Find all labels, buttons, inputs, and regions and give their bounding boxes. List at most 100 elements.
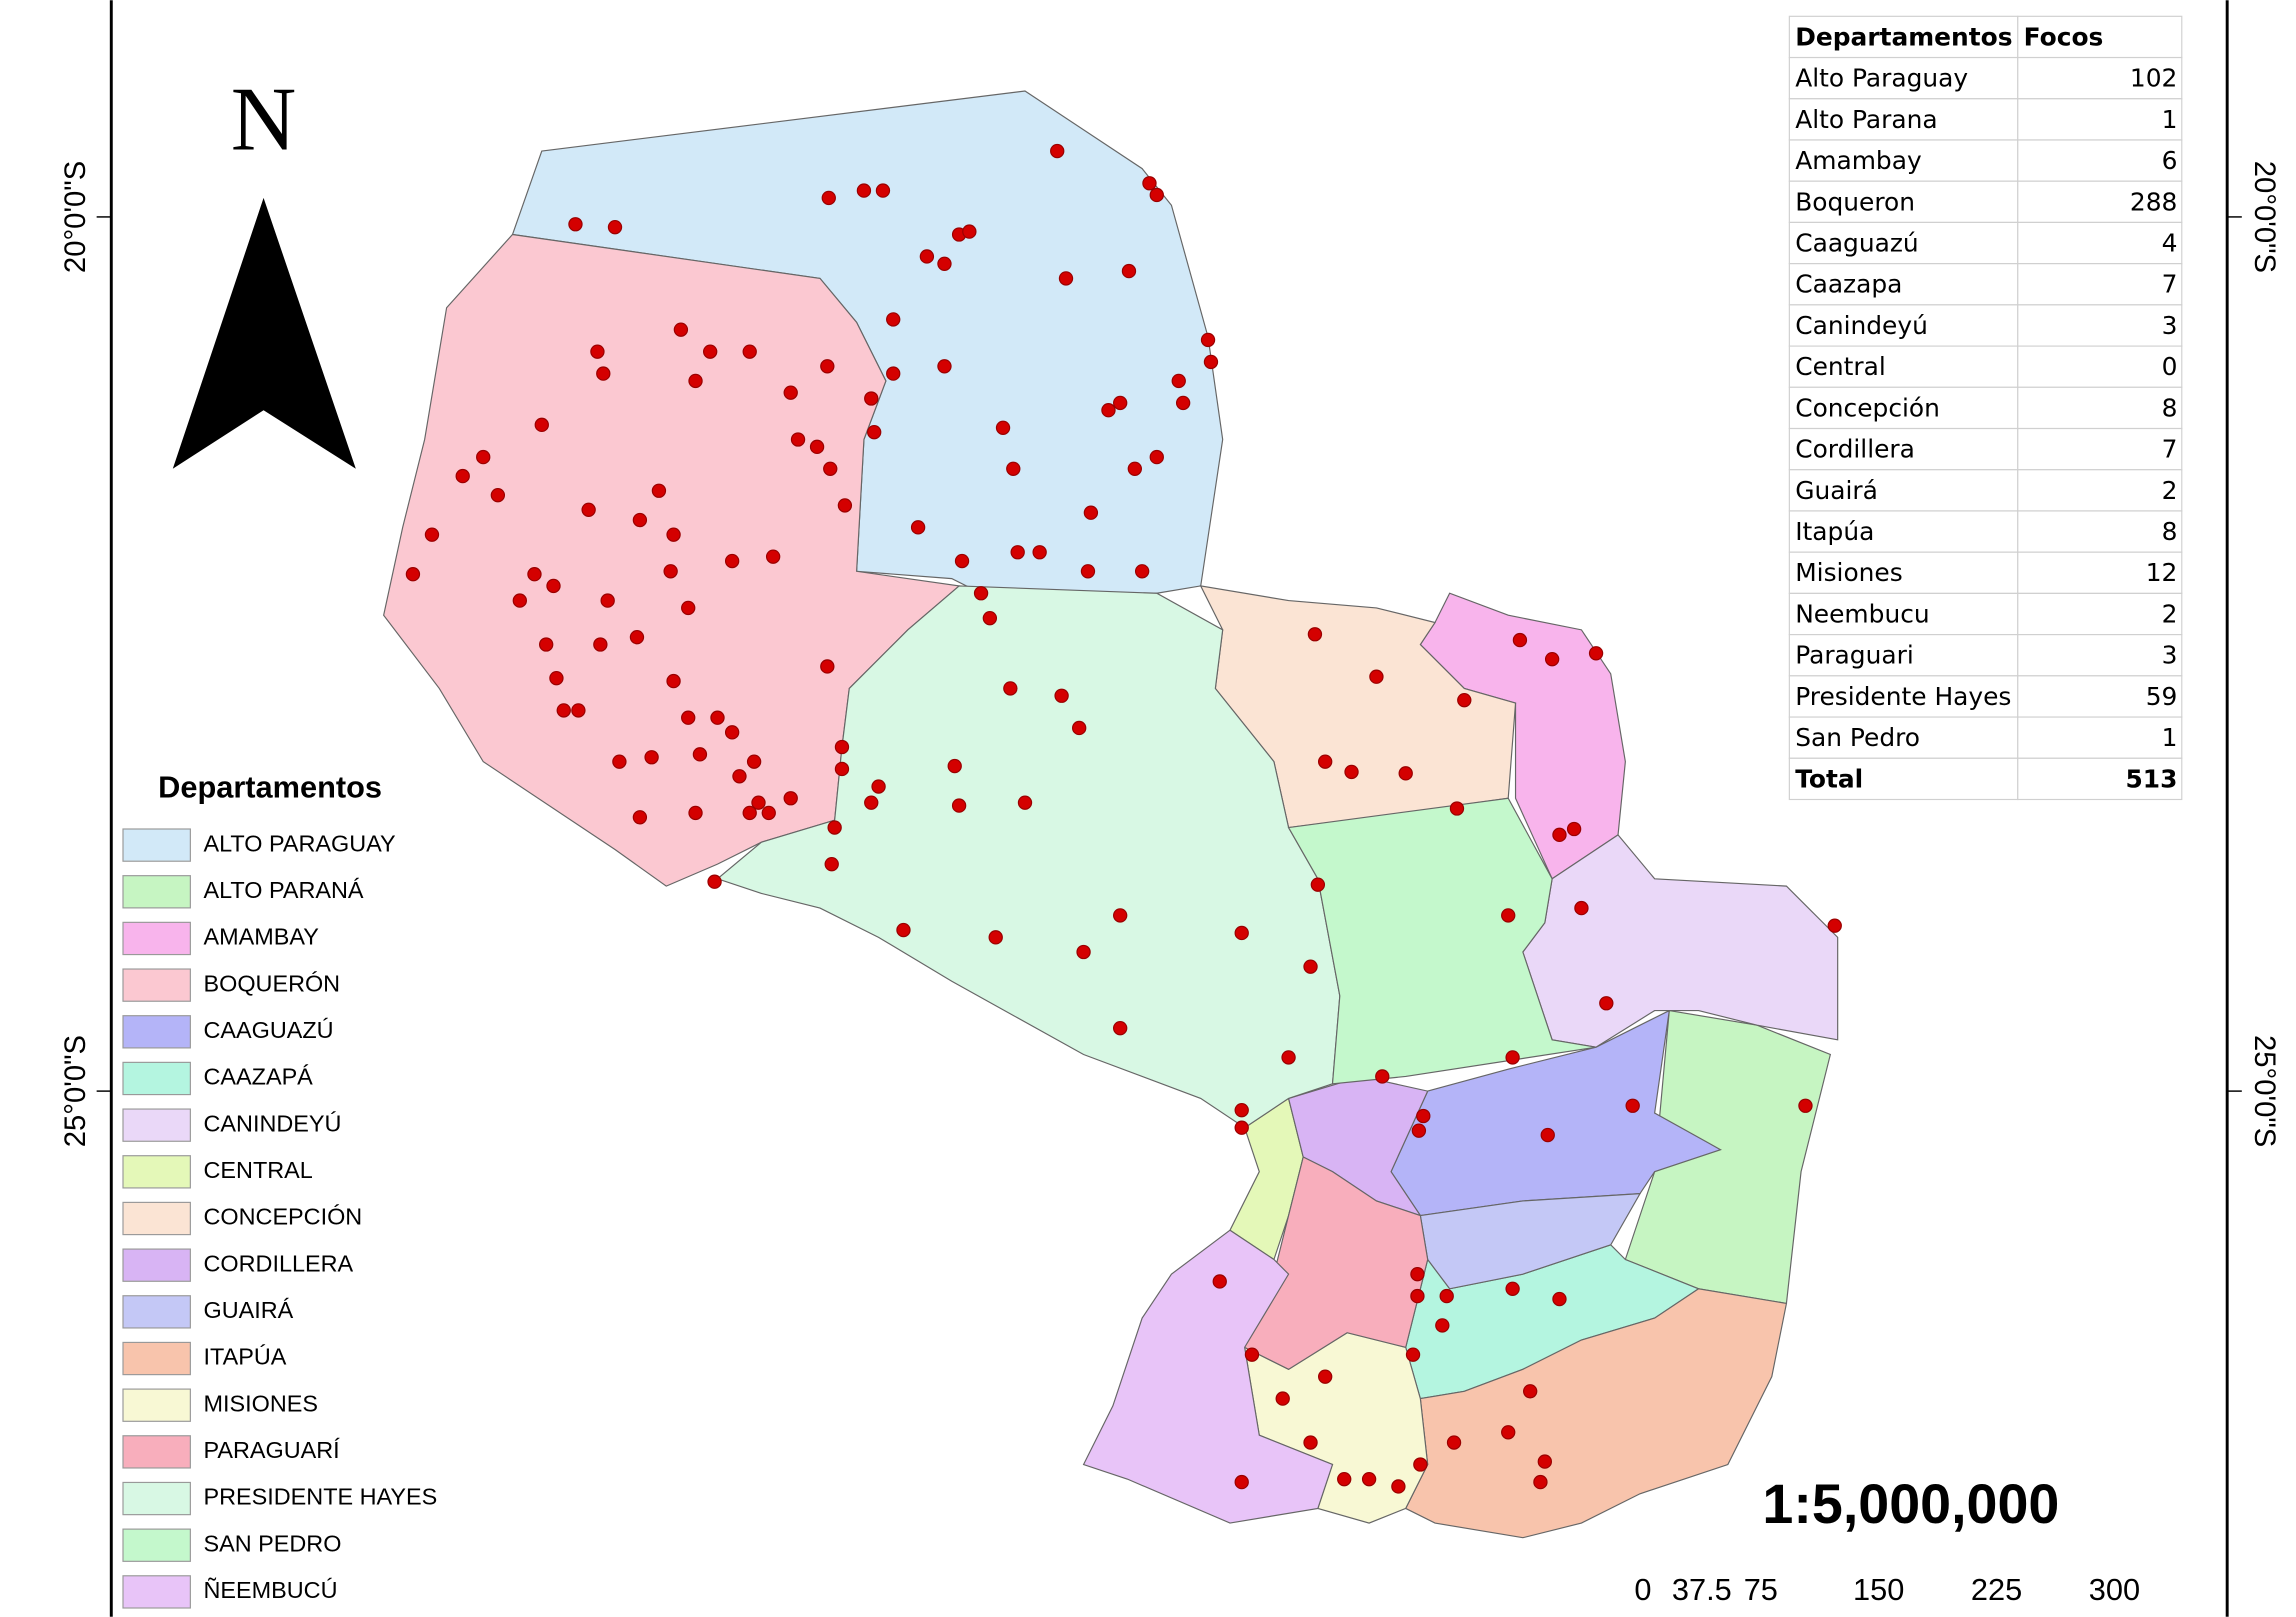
legend-label: ALTO PARANÁ (204, 877, 364, 903)
table-text: Canindeyú (1795, 311, 1928, 340)
fire-point (864, 795, 879, 810)
fire-point (1101, 403, 1116, 418)
table-text: Presidente Hayes (1795, 682, 2011, 711)
legend-label: CANINDEYÚ (204, 1110, 342, 1136)
table-cell (1788, 139, 2019, 182)
fire-point (1113, 1020, 1128, 1036)
legend-label: ÑEEMBUCÚ (204, 1577, 338, 1603)
fire-point (1072, 720, 1087, 736)
legend-swatch (122, 1435, 191, 1469)
fire-point (937, 256, 952, 271)
fire-point (947, 758, 962, 774)
fire-point (1121, 263, 1137, 279)
legend-label: CENTRAL (204, 1157, 313, 1183)
fire-point (896, 922, 911, 938)
table-cell (2017, 345, 2183, 388)
fire-point (1275, 1391, 1290, 1406)
fire-point (1827, 918, 1842, 933)
table-cell (2017, 180, 2183, 224)
fire-point (1281, 1050, 1296, 1065)
fire-point (732, 769, 747, 784)
fire-point (1391, 1479, 1406, 1494)
table-text: Misiones (1795, 558, 1903, 587)
fire-point (824, 856, 839, 872)
fire-point (1337, 1471, 1352, 1487)
fire-point (988, 930, 1003, 945)
table-cell (1788, 510, 2019, 553)
table-cell (2017, 510, 2183, 553)
fire-point (1435, 1318, 1450, 1333)
fire-point (919, 249, 935, 264)
fire-point (556, 703, 571, 718)
legend-swatch (122, 1061, 191, 1096)
legend-label: CAAGUAZÚ (204, 1017, 334, 1043)
fire-point (820, 659, 835, 674)
table-cell (2017, 263, 2183, 306)
north-arrow (172, 197, 356, 469)
department-area (716, 585, 1341, 1129)
legend-label: CORDILLERA (204, 1250, 354, 1276)
fire-point (1234, 925, 1249, 941)
fire-point (632, 810, 648, 825)
table-cell (2017, 427, 2183, 471)
legend-swatch (122, 1015, 191, 1049)
fire-point (1017, 795, 1033, 810)
fire-point (937, 359, 952, 374)
fire-point (834, 761, 850, 777)
fire-point (1552, 827, 1567, 843)
table-cell (2017, 469, 2183, 512)
table-text: Central (1795, 352, 1886, 381)
fire-point (1416, 1108, 1431, 1124)
fire-point (954, 553, 970, 569)
fire-point (724, 725, 740, 740)
fire-point (1544, 651, 1560, 667)
fire-point (568, 217, 583, 232)
table-cell (1788, 304, 2019, 347)
legend-swatch (122, 1341, 191, 1376)
legend-label: BOQUERÓN (204, 970, 341, 996)
legend-label: CONCEPCIÓN (204, 1204, 363, 1230)
fire-point (1203, 354, 1219, 370)
fire-point (703, 344, 718, 359)
table-cell (2017, 56, 2183, 100)
fire-point (1054, 688, 1069, 703)
table-text: 12 (2146, 558, 2178, 587)
fire-point (1050, 143, 1065, 159)
legend-label: MISIONES (204, 1390, 318, 1416)
fire-point (1574, 900, 1589, 916)
table-cell (1788, 675, 2019, 718)
fire-point (1032, 545, 1047, 560)
fire-point (837, 498, 853, 513)
scale-label: 300 (2089, 1572, 2140, 1607)
fire-point (549, 671, 564, 686)
fire-point (1533, 1474, 1548, 1490)
table-text: 2 (2162, 599, 2178, 628)
table-text: Caazapa (1795, 270, 1902, 299)
fire-point (742, 805, 757, 821)
legend-label: PRESIDENTE HAYES (204, 1484, 438, 1510)
legend-label: PARAGUARÍ (204, 1437, 341, 1463)
fire-point (1142, 176, 1157, 191)
table-text: Guairá (1795, 476, 1878, 505)
fire-point (1212, 1274, 1227, 1289)
table-text: Itapúa (1795, 517, 1874, 546)
fire-point (1344, 764, 1359, 780)
scale-label: 75 (1744, 1572, 1778, 1607)
fire-point (995, 420, 1011, 435)
table-cell (1788, 56, 2019, 100)
fire-point (875, 183, 891, 198)
fire-point (910, 520, 926, 535)
fire-point (765, 549, 781, 564)
fire-point (666, 673, 681, 689)
fire-point (951, 798, 967, 813)
lat-label: 25°0'0"S (2248, 1035, 2281, 1147)
fire-point (1310, 877, 1326, 892)
table-cell (1788, 427, 2019, 471)
table-cell (2017, 757, 2183, 801)
fire-point (809, 439, 825, 454)
fire-point (546, 578, 561, 594)
fire-point (612, 754, 627, 769)
fire-point (1523, 1384, 1538, 1399)
